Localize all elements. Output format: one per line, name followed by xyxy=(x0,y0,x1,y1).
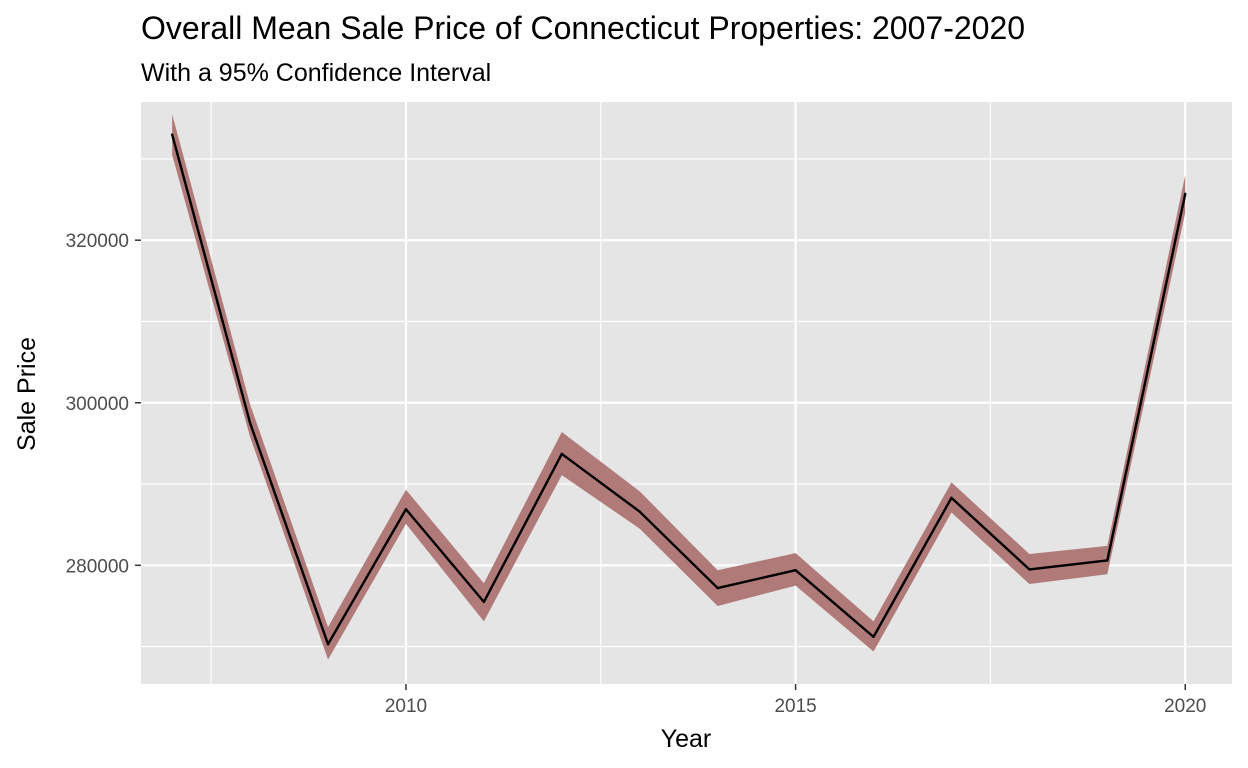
x-tick-label: 2020 xyxy=(1164,696,1206,717)
chart-title: Overall Mean Sale Price of Connecticut P… xyxy=(141,10,1026,46)
data-point-2016 xyxy=(872,635,875,639)
mean-sale-price-line xyxy=(171,134,1187,646)
plot-panel xyxy=(141,102,1232,684)
data-point-2014 xyxy=(716,586,719,590)
data-point-2012 xyxy=(560,452,564,456)
data-point-2020 xyxy=(1184,192,1187,196)
data-point-2008 xyxy=(248,421,252,425)
data-point-2013 xyxy=(638,510,641,513)
chart-subtitle: With a 95% Confidence Interval xyxy=(141,59,492,87)
x-tick-label: 2010 xyxy=(385,696,427,717)
data-point-2018 xyxy=(1028,568,1031,571)
x-axis-title: Year xyxy=(661,725,712,753)
data-point-2019 xyxy=(1106,559,1109,562)
y-axis-ticks: 280000 300000 320000 xyxy=(66,231,141,577)
minor-gridlines xyxy=(141,102,1232,684)
x-axis-ticks: 2010 2015 2020 xyxy=(385,684,1206,717)
y-tick-label: 300000 xyxy=(66,394,129,415)
data-point-2007 xyxy=(170,133,174,136)
y-tick-label: 280000 xyxy=(66,556,129,577)
y-axis-title: Sale Price xyxy=(13,337,41,451)
data-point-2015 xyxy=(794,569,797,572)
data-points xyxy=(170,133,1187,646)
y-tick-label: 320000 xyxy=(66,231,129,252)
x-tick-label: 2015 xyxy=(774,696,816,717)
data-point-2011 xyxy=(482,600,486,604)
data-point-2017 xyxy=(950,496,953,500)
data-point-2009 xyxy=(326,642,330,646)
confidence-interval-ribbon xyxy=(172,114,1186,660)
data-point-2010 xyxy=(404,508,408,511)
